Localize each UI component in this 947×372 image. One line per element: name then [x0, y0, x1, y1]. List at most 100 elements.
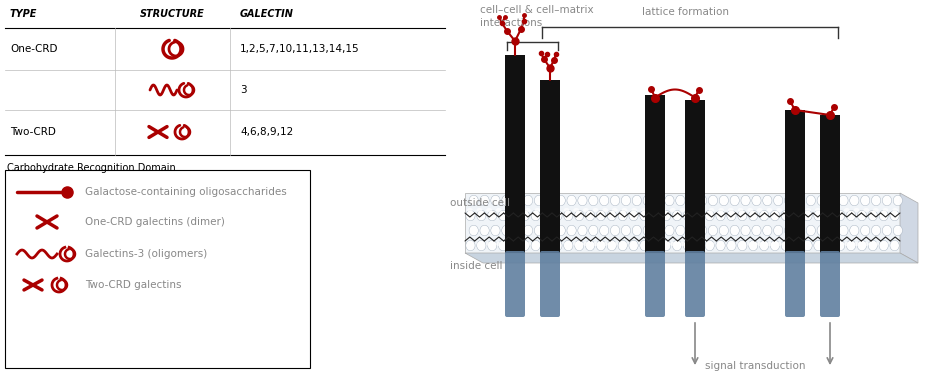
- Ellipse shape: [844, 208, 849, 212]
- Text: TYPE: TYPE: [10, 9, 37, 19]
- Ellipse shape: [835, 210, 845, 221]
- Ellipse shape: [662, 210, 670, 221]
- Ellipse shape: [806, 225, 815, 236]
- Ellipse shape: [509, 240, 519, 251]
- Bar: [540, 80, 560, 193]
- Text: Two-CRD galectins: Two-CRD galectins: [85, 280, 182, 290]
- Ellipse shape: [602, 242, 608, 246]
- Ellipse shape: [515, 242, 521, 246]
- Ellipse shape: [847, 240, 856, 251]
- Ellipse shape: [524, 195, 533, 206]
- Ellipse shape: [825, 208, 831, 212]
- Ellipse shape: [607, 210, 616, 221]
- Ellipse shape: [762, 225, 772, 236]
- Ellipse shape: [781, 210, 791, 221]
- Ellipse shape: [815, 242, 821, 246]
- Ellipse shape: [469, 195, 478, 206]
- Ellipse shape: [770, 240, 779, 251]
- Ellipse shape: [660, 242, 666, 246]
- Ellipse shape: [612, 208, 617, 212]
- Ellipse shape: [498, 240, 508, 251]
- Text: 3: 3: [240, 85, 246, 95]
- Ellipse shape: [662, 240, 670, 251]
- Ellipse shape: [817, 225, 827, 236]
- Ellipse shape: [553, 210, 563, 221]
- Ellipse shape: [805, 208, 811, 212]
- Ellipse shape: [706, 210, 714, 221]
- Ellipse shape: [738, 208, 743, 212]
- Ellipse shape: [665, 195, 674, 206]
- Ellipse shape: [774, 195, 783, 206]
- Ellipse shape: [469, 225, 478, 236]
- Ellipse shape: [738, 242, 743, 246]
- Ellipse shape: [813, 210, 823, 221]
- Ellipse shape: [834, 208, 840, 212]
- Ellipse shape: [699, 208, 705, 212]
- Ellipse shape: [524, 225, 533, 236]
- Bar: [505, 55, 525, 193]
- Ellipse shape: [670, 208, 676, 212]
- Ellipse shape: [535, 242, 541, 246]
- Bar: [540, 193, 560, 253]
- Ellipse shape: [563, 242, 569, 246]
- Ellipse shape: [597, 240, 605, 251]
- Ellipse shape: [488, 210, 497, 221]
- Ellipse shape: [805, 242, 811, 246]
- Ellipse shape: [612, 242, 617, 246]
- FancyBboxPatch shape: [505, 251, 525, 317]
- Text: 1,2,5,7,10,11,13,14,15: 1,2,5,7,10,11,13,14,15: [240, 44, 360, 54]
- Ellipse shape: [502, 195, 511, 206]
- Ellipse shape: [515, 208, 521, 212]
- Ellipse shape: [556, 195, 565, 206]
- Ellipse shape: [467, 242, 473, 246]
- Ellipse shape: [817, 195, 827, 206]
- Ellipse shape: [640, 240, 649, 251]
- Ellipse shape: [835, 240, 845, 251]
- FancyBboxPatch shape: [540, 251, 560, 317]
- Ellipse shape: [777, 208, 782, 212]
- Ellipse shape: [890, 210, 900, 221]
- Ellipse shape: [643, 195, 652, 206]
- Ellipse shape: [774, 225, 783, 236]
- Ellipse shape: [621, 208, 628, 212]
- Ellipse shape: [699, 242, 705, 246]
- Ellipse shape: [496, 208, 502, 212]
- Ellipse shape: [585, 210, 595, 221]
- Ellipse shape: [694, 210, 704, 221]
- Ellipse shape: [573, 242, 579, 246]
- Ellipse shape: [871, 195, 881, 206]
- Ellipse shape: [730, 195, 740, 206]
- Text: Galactose-containing oligosaccharides: Galactose-containing oligosaccharides: [85, 187, 287, 197]
- Ellipse shape: [803, 210, 813, 221]
- Ellipse shape: [520, 210, 529, 221]
- Ellipse shape: [641, 208, 647, 212]
- Ellipse shape: [784, 225, 794, 236]
- Ellipse shape: [708, 225, 718, 236]
- Ellipse shape: [629, 240, 638, 251]
- Ellipse shape: [879, 210, 888, 221]
- Ellipse shape: [825, 240, 834, 251]
- Ellipse shape: [680, 208, 686, 212]
- Text: lattice formation: lattice formation: [641, 7, 728, 17]
- Ellipse shape: [759, 240, 769, 251]
- FancyBboxPatch shape: [685, 251, 705, 317]
- Text: 4,6,8,9,12: 4,6,8,9,12: [240, 127, 294, 137]
- Ellipse shape: [633, 225, 641, 236]
- Ellipse shape: [795, 242, 801, 246]
- Ellipse shape: [643, 225, 652, 236]
- Ellipse shape: [512, 225, 522, 236]
- Ellipse shape: [554, 208, 560, 212]
- Ellipse shape: [706, 240, 714, 251]
- Ellipse shape: [873, 242, 879, 246]
- Ellipse shape: [496, 242, 502, 246]
- Ellipse shape: [654, 195, 663, 206]
- Bar: [820, 115, 840, 193]
- Ellipse shape: [738, 210, 747, 221]
- Ellipse shape: [718, 208, 724, 212]
- Ellipse shape: [847, 210, 856, 221]
- Ellipse shape: [676, 225, 685, 236]
- Ellipse shape: [593, 208, 599, 212]
- Ellipse shape: [542, 210, 551, 221]
- Ellipse shape: [542, 240, 551, 251]
- Text: GALECTIN: GALECTIN: [240, 9, 294, 19]
